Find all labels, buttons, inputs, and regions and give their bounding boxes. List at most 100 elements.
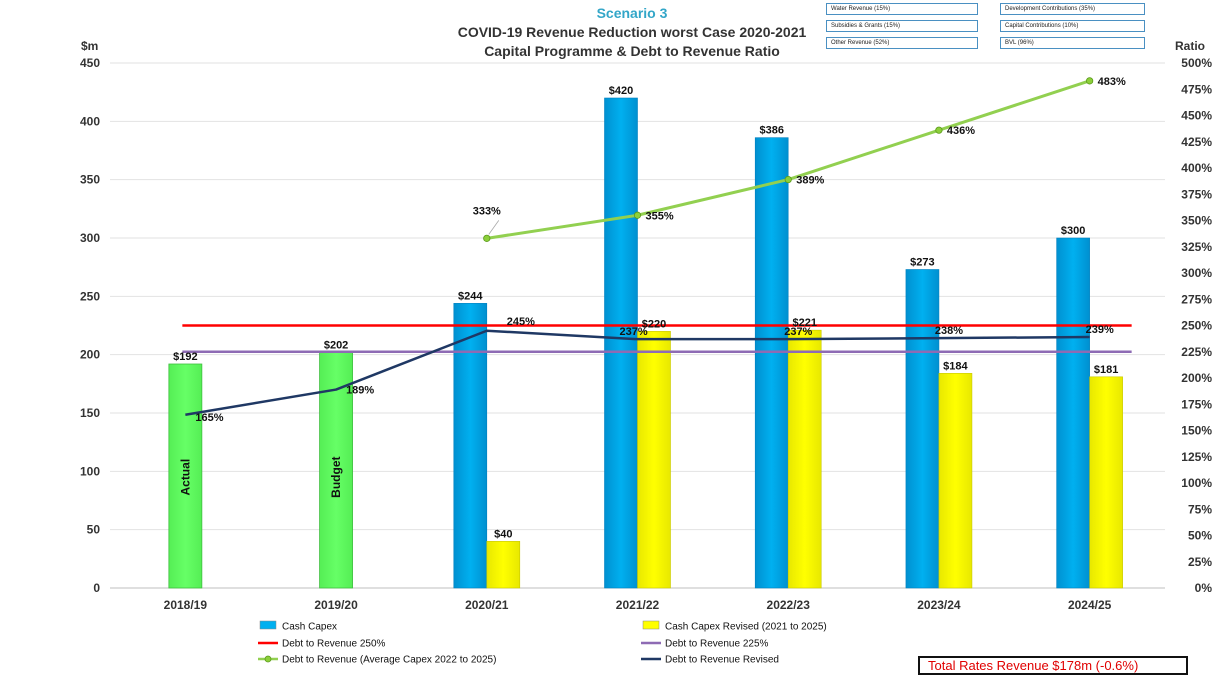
bar-cash-capex-revised-label: $220 (642, 318, 666, 330)
legend-swatch (259, 620, 277, 630)
bar-actual (168, 363, 203, 589)
bars (168, 97, 1123, 589)
line-avg-capex-label: 389% (796, 175, 824, 187)
line-revised-label: 237% (620, 326, 648, 338)
total-rates-revenue-box: Total Rates Revenue $178m (-0.6%) (918, 656, 1188, 675)
scenario-title: Scenario 3 (597, 5, 668, 21)
y-left-tick-label: 100 (80, 464, 100, 478)
bar-cash-capex (604, 97, 638, 589)
legend-swatch (642, 620, 660, 630)
legend-item: Debt to Revenue Revised (641, 655, 779, 666)
bar-cash-capex-revised (1089, 376, 1123, 589)
category-label: 2024/25 (1068, 598, 1112, 612)
y-right-tick-label: 250% (1181, 319, 1212, 333)
legend-item: Cash Capex (259, 620, 337, 633)
y-right-unit: Ratio (1175, 39, 1205, 53)
bar-cash-capex (1056, 237, 1090, 589)
line-revised-label: 239% (1086, 324, 1114, 336)
y-right-tick-label: 375% (1181, 187, 1212, 201)
bar-cash-capex-revised (787, 329, 822, 589)
y-left-tick-label: 150 (80, 406, 100, 420)
y-right-tick-label: 400% (1181, 161, 1212, 175)
legend-label: Debt to Revenue (Average Capex 2022 to 2… (282, 655, 496, 666)
bar-cash-capex-revised (637, 331, 671, 589)
bar-inner-text: Actual (178, 459, 192, 496)
info-box-capital-contributions: Capital Contributions (10%) (1000, 20, 1145, 32)
y-left-tick-label: 450 (80, 56, 100, 70)
bar-cash-capex-label: $386 (759, 125, 783, 137)
bar-actual-label: $202 (324, 339, 348, 351)
y-right-tick-label: 325% (1181, 240, 1212, 254)
y-left-tick-label: 50 (87, 523, 101, 537)
category-labels: 2018/19 2019/20 2020/21 2021/22 2022/23 2023/… (164, 598, 1112, 612)
bar-cash-capex-label: $420 (609, 85, 633, 97)
bar-cash-capex-revised-label: $40 (494, 528, 512, 540)
info-box-bvl: BVL (96%) (1000, 37, 1145, 49)
y-left-tick-label: 200 (80, 348, 100, 362)
bar-cash-capex-revised-label: $181 (1094, 364, 1118, 376)
y-right-tick-label: 150% (1181, 424, 1212, 438)
y-right-tick-label: 500% (1181, 56, 1212, 70)
line-avg-capex-point (935, 126, 943, 134)
y-left-unit: $m (81, 39, 98, 53)
line-avg-capex-label: 333% (473, 205, 501, 217)
legend-item: Debt to Revenue 250% (258, 639, 386, 650)
bar-cash-capex-label: $300 (1061, 225, 1085, 237)
legend: Cash Capex Cash Capex Revised (2021 to 20… (258, 620, 827, 666)
legend-label: Debt to Revenue 250% (282, 639, 386, 650)
y-right-tick-label: 75% (1188, 502, 1212, 516)
data-labels: $192 Actual $202 Budget $244 $40 $420 $220 $386 $… (173, 76, 1126, 540)
y-right-tick-label: 425% (1181, 135, 1212, 149)
y-right-tick-label: 275% (1181, 292, 1212, 306)
category-label: 2020/21 (465, 598, 509, 612)
leader-line (488, 220, 500, 235)
line-revised-label: 165% (195, 412, 223, 424)
y-right-tick-label: 200% (1181, 371, 1212, 385)
bar-cash-capex-revised-label: $184 (943, 360, 968, 372)
category-label: 2023/24 (917, 598, 961, 612)
bar-cash-capex-revised (486, 541, 521, 589)
bar-inner-text: Budget (329, 457, 343, 498)
y-right-tick-label: 125% (1181, 450, 1212, 464)
legend-label: Debt to Revenue 225% (665, 639, 769, 650)
category-label: 2018/19 (164, 598, 208, 612)
y-left-tick-label: 400 (80, 114, 100, 128)
legend-item: Cash Capex Revised (2021 to 2025) (642, 620, 827, 633)
bar-cash-capex (905, 269, 940, 589)
bar-cash-capex (453, 303, 488, 589)
bar-cash-capex-revised-label: $221 (792, 317, 816, 329)
y-right-tick-label: 450% (1181, 109, 1212, 123)
category-label: 2019/20 (314, 598, 358, 612)
info-box-development-contributions: Development Contributions (35%) (1000, 3, 1145, 15)
legend-item: Debt to Revenue 225% (641, 639, 769, 650)
y-left-tick-label: 350 (80, 173, 100, 187)
category-label: 2022/23 (767, 598, 811, 612)
line-avg-capex-label: 483% (1098, 76, 1126, 88)
bar-cash-capex-label: $244 (458, 290, 483, 302)
line-revised-label: 245% (507, 316, 535, 328)
legend-label: Cash Capex (282, 622, 337, 633)
legend-label: Debt to Revenue Revised (665, 655, 779, 666)
y-right-tick-label: 225% (1181, 345, 1212, 359)
bar-actual-label: $192 (173, 351, 197, 363)
chart-title-line2: Capital Programme & Debt to Revenue Rati… (484, 43, 780, 59)
y-right-tick-label: 300% (1181, 266, 1212, 280)
y-right-tick-label: 350% (1181, 214, 1212, 228)
line-revised-label: 189% (346, 385, 374, 397)
line-revised-label: 238% (935, 325, 963, 337)
info-box-subsidies-grants: Subsidies & Grants (15%) (826, 20, 978, 32)
info-box-other-revenue: Other Revenue (52%) (826, 37, 978, 49)
y-right-tick-label: 50% (1188, 529, 1212, 543)
bar-cash-capex-label: $273 (910, 257, 934, 269)
y-left-tick-label: 300 (80, 231, 100, 245)
line-avg-capex-point (784, 175, 792, 184)
y-right-tick-label: 25% (1188, 555, 1212, 569)
category-label: 2021/22 (616, 598, 660, 612)
y-left-ticks: 0 50 100 150 200 250 300 350 400 450 (80, 56, 100, 595)
y-right-tick-label: 475% (1181, 82, 1212, 96)
y-right-tick-label: 175% (1181, 397, 1212, 411)
y-right-tick-label: 0% (1195, 581, 1213, 595)
y-left-tick-label: 0 (93, 581, 100, 595)
legend-label: Cash Capex Revised (2021 to 2025) (665, 622, 827, 633)
